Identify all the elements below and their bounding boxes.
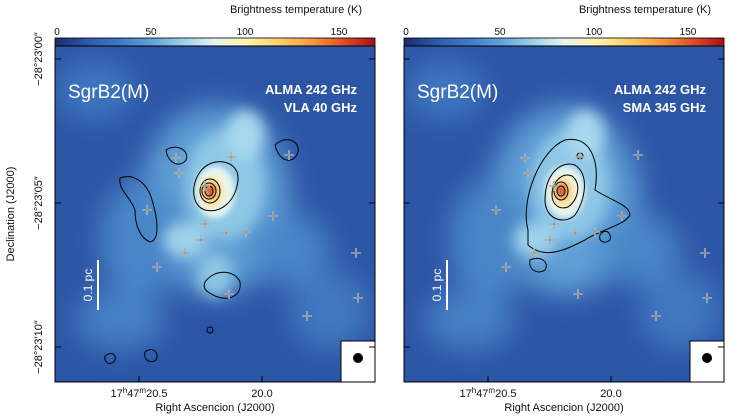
source-label: SgrB2(M) bbox=[68, 82, 149, 103]
x-tick-label: 20.0 bbox=[251, 388, 272, 400]
band-label: SMA 345 GHz bbox=[623, 100, 707, 115]
source-marker-outline bbox=[617, 211, 627, 221]
map-frame bbox=[54, 45, 376, 383]
y-tick-label: −28°23′00″ bbox=[33, 32, 45, 86]
y-tick-label: −28°23′05″ bbox=[33, 176, 45, 230]
brightness-map: 0.1 pc SgrB2(M) ALMA 242 GHz SMA 345 GHz bbox=[404, 46, 724, 382]
source-marker-outline bbox=[702, 293, 712, 303]
source-marker-outline bbox=[196, 235, 206, 245]
panel-right: Brightness temperature (K) 0 50 100 150 bbox=[403, 4, 725, 414]
band-label: ALMA 242 GHz bbox=[614, 82, 706, 97]
source-marker-outline bbox=[633, 150, 643, 160]
source-marker-outline bbox=[570, 228, 580, 238]
panel-left: Brightness temperature (K) 0 50 100 150 bbox=[33, 4, 376, 414]
source-marker-outline bbox=[520, 153, 530, 163]
source-marker-outline bbox=[575, 152, 585, 162]
colorbar-tick-label: 0 bbox=[54, 27, 60, 38]
colorbar-label: Brightness temperature (K) bbox=[230, 4, 362, 16]
source-marker-outline bbox=[545, 235, 555, 245]
colorbar-tick-label: 50 bbox=[494, 27, 506, 38]
colorbar-tick-label: 100 bbox=[237, 27, 254, 38]
colorbar-label: Brightness temperature (K) bbox=[579, 4, 711, 16]
colorbar-tick-label: 150 bbox=[331, 27, 348, 38]
source-marker-outline bbox=[573, 289, 583, 299]
source-marker-outline bbox=[200, 219, 210, 229]
source-marker-outline bbox=[284, 150, 294, 160]
band-label: ALMA 242 GHz bbox=[265, 82, 357, 97]
map-frame bbox=[403, 45, 725, 383]
x-tick-label: 17h47m20.5 bbox=[110, 386, 167, 400]
source-marker-outline bbox=[590, 227, 600, 237]
x-axis-label: Right Ascencion (J2000) bbox=[504, 402, 623, 414]
contours bbox=[104, 139, 299, 364]
y-axis-label: Declination (J2000) bbox=[5, 167, 17, 262]
source-label: SgrB2(M) bbox=[417, 82, 498, 103]
source-marker-outline bbox=[700, 248, 710, 258]
beam-ellipse bbox=[353, 353, 363, 363]
y-tick-label: −28°23′10″ bbox=[33, 320, 45, 374]
source-marker-outline bbox=[302, 311, 312, 321]
source-marker-outline bbox=[529, 248, 539, 258]
colorbar-tick-label: 0 bbox=[403, 27, 409, 38]
source-marker-outline bbox=[152, 262, 162, 272]
source-marker-outline bbox=[549, 181, 559, 191]
source-marker-outline bbox=[351, 248, 361, 258]
source-marker-outline bbox=[491, 205, 501, 215]
scale-bar-label: 0.1 pc bbox=[430, 269, 444, 302]
source-marker-outline bbox=[241, 227, 251, 237]
source-marker-outline bbox=[180, 248, 190, 258]
colorbar-tick-label: 100 bbox=[586, 27, 603, 38]
source-marker-outline bbox=[221, 228, 231, 238]
source-marker-outline bbox=[224, 289, 234, 299]
source-markers bbox=[491, 150, 712, 321]
colorbar-tick-label: 150 bbox=[680, 27, 697, 38]
source-marker-outline bbox=[651, 311, 661, 321]
x-axis-label: Right Ascencion (J2000) bbox=[155, 402, 274, 414]
colorbar bbox=[54, 37, 376, 47]
source-markers bbox=[142, 150, 363, 321]
scale-bar-label: 0.1 pc bbox=[81, 269, 95, 302]
source-marker-outline bbox=[171, 153, 181, 163]
source-marker-outline bbox=[353, 293, 363, 303]
source-marker-outline bbox=[523, 168, 533, 178]
source-marker-outline bbox=[268, 211, 278, 221]
source-marker-outline bbox=[226, 152, 236, 162]
colorbar-tick-label: 50 bbox=[145, 27, 157, 38]
source-marker-outline bbox=[200, 181, 210, 191]
source-marker-outline bbox=[174, 168, 184, 178]
colorbar bbox=[403, 37, 725, 47]
source-marker-outline bbox=[501, 262, 511, 272]
band-label: VLA 40 GHz bbox=[284, 100, 358, 115]
beam-ellipse bbox=[702, 353, 712, 363]
x-tick-label: 17h47m20.5 bbox=[459, 386, 516, 400]
source-marker-outline bbox=[549, 219, 559, 229]
brightness-map: 0.1 pc SgrB2(M) ALMA 242 GHz VLA 40 GHz bbox=[55, 46, 375, 382]
source-marker-outline bbox=[142, 205, 152, 215]
x-tick-label: 20.0 bbox=[600, 388, 621, 400]
